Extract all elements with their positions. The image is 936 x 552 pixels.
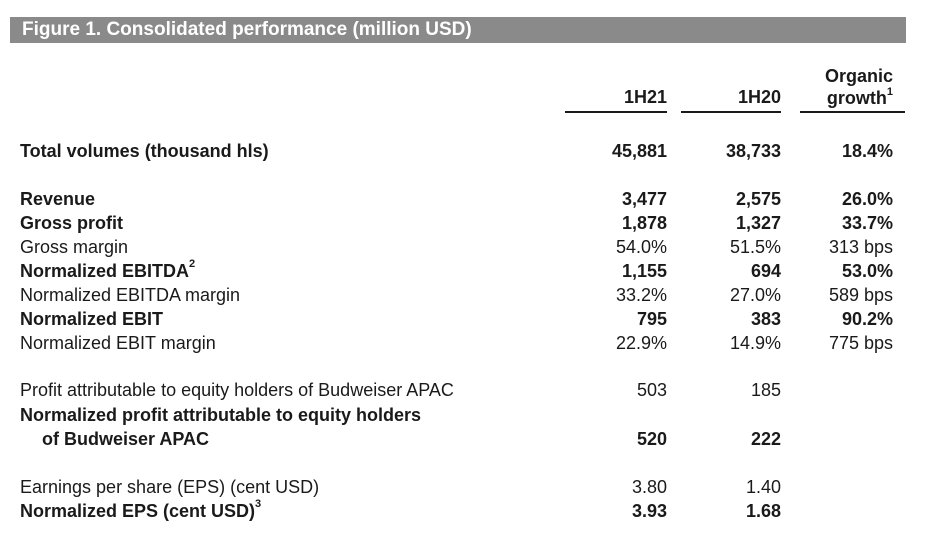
column-header-organic-line2: growth1 [781,86,893,109]
table-row: Gross margin 54.0% 51.5% 313 bps [0,235,936,259]
table-row: Normalized EBIT 795 383 90.2% [0,307,936,331]
value-1h21: 22.9% [615,333,667,353]
value-1h21: 3,477 [621,189,667,209]
row-label-text: Normalized EPS (cent USD) [20,501,256,521]
value-organic-growth: 33.7% [841,213,893,233]
value-1h20: 2,575 [735,189,781,209]
value-1h20: 1.40 [745,477,781,497]
row-label: Gross margin [20,237,129,257]
value-1h21: 520 [636,429,667,449]
column-header-1h20: 1H20 [737,87,781,107]
value-organic-growth: 589 bps [828,285,893,305]
table-row: Normalized EBIT margin 22.9% 14.9% 775 b… [0,331,936,355]
value-1h20: 51.5% [729,237,781,257]
footnote-marker: 3 [255,498,262,510]
value-1h20: 185 [750,380,781,400]
value-1h21: 33.2% [615,285,667,305]
value-1h20: 694 [750,261,781,281]
value-1h20: 222 [750,429,781,449]
value-1h20: 1.68 [745,501,781,521]
row-label: Normalized EBITDA margin [20,285,241,305]
footnote-marker: 2 [189,258,196,270]
value-1h21: 795 [636,309,667,329]
value-organic-growth: 90.2% [841,309,893,329]
value-1h21: 1,878 [621,213,667,233]
value-organic-growth: 775 bps [828,333,893,353]
value-organic-growth: 26.0% [841,189,893,209]
header-rule-organic-growth [800,111,905,113]
value-1h20: 27.0% [729,285,781,305]
row-label: of Budweiser APAC [42,429,210,449]
table-row: Total volumes (thousand hls) 45,881 38,7… [0,139,936,163]
column-header-organic-line1: Organic [824,66,893,86]
row-label-text: Normalized EBITDA [20,261,190,281]
column-header-organic-growth-label: growth [826,88,887,108]
header-rule-1h21 [565,111,667,113]
value-1h20: 38,733 [725,141,781,161]
header-rule-1h20 [681,111,781,113]
value-organic-growth: 313 bps [828,237,893,257]
value-1h21: 54.0% [615,237,667,257]
value-1h21: 1,155 [621,261,667,281]
row-label: Profit attributable to equity holders of… [20,380,454,400]
table-row: Normalized EPS (cent USD)3 3.93 1.68 [0,498,936,523]
table-row: Profit attributable to equity holders of… [0,378,936,402]
value-1h20: 1,327 [735,213,781,233]
row-label: Total volumes (thousand hls) [20,141,269,161]
row-label: Earnings per share (EPS) (cent USD) [20,477,320,497]
value-1h20: 383 [750,309,781,329]
value-organic-growth: 18.4% [841,141,893,161]
figure-title: Figure 1. Consolidated performance (mill… [10,17,906,43]
table-row: Gross profit 1,878 1,327 33.7% [0,211,936,235]
row-label: Normalized profit attributable to equity… [20,405,422,425]
footnote-marker: 1 [886,86,893,98]
row-label: Revenue [20,189,96,209]
column-header-1h21: 1H21 [623,87,667,107]
table-row: Normalized profit attributable to equity… [0,403,936,427]
value-1h21: 45,881 [611,141,667,161]
value-1h21: 3.80 [631,477,667,497]
row-label: Normalized EBIT margin [20,333,216,353]
value-1h21: 3.93 [631,501,667,521]
table-row: Revenue 3,477 2,575 26.0% [0,187,936,211]
row-label: Normalized EBIT [20,309,164,329]
table-row: Normalized EBITDA margin 33.2% 27.0% 589… [0,283,936,307]
row-label: Normalized EPS (cent USD)3 [20,498,262,523]
table-row: of Budweiser APAC 520 222 [0,427,936,451]
row-label: Gross profit [20,213,124,233]
value-1h20: 14.9% [729,333,781,353]
table-row: Normalized EBITDA2 1,155 694 53.0% [0,258,936,283]
value-organic-growth: 53.0% [841,261,893,281]
column-header-organic-growth: Organic growth1 [781,65,893,109]
table-row: Earnings per share (EPS) (cent USD) 3.80… [0,475,936,499]
value-1h21: 503 [636,380,667,400]
row-label: Normalized EBITDA2 [20,258,196,283]
